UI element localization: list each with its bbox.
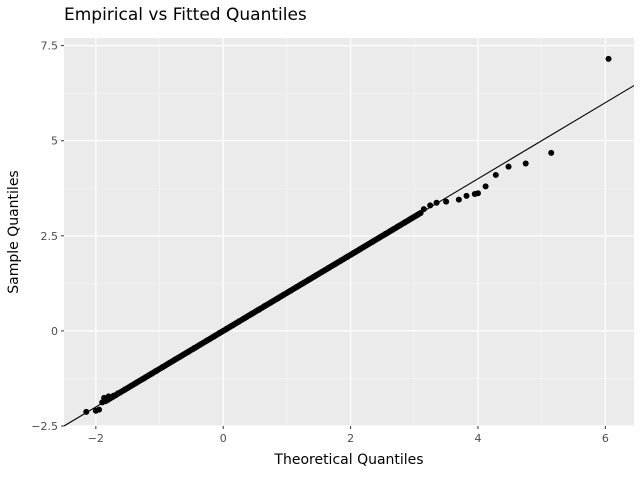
data-point — [548, 149, 555, 156]
y-tick-label: 5 — [51, 135, 58, 148]
major-gridlines — [64, 38, 634, 427]
x-axis-ticks: −2 0 2 4 6 — [88, 426, 609, 445]
x-tick-label: 2 — [347, 432, 354, 445]
x-tick-label: 0 — [220, 432, 227, 445]
y-tick-label: 7.5 — [41, 40, 59, 53]
data-point — [443, 198, 450, 205]
y-tick-label: 0 — [51, 325, 58, 338]
plot-panel — [64, 38, 634, 426]
y-axis-ticks: −2.5 0 2.5 5 7.5 — [31, 40, 64, 433]
x-tick-label: −2 — [88, 432, 104, 445]
x-tick-label: 4 — [474, 432, 481, 445]
data-point — [455, 196, 462, 203]
data-point — [433, 199, 440, 206]
data-points — [83, 55, 612, 415]
data-point — [492, 171, 499, 178]
data-point — [83, 408, 90, 415]
data-point — [96, 406, 103, 413]
data-point — [463, 192, 470, 199]
data-point — [605, 55, 612, 62]
data-point — [474, 190, 481, 197]
y-tick-label: 2.5 — [41, 230, 59, 243]
data-point — [427, 202, 434, 209]
data-point — [522, 160, 529, 167]
data-point — [482, 183, 489, 190]
y-tick-label: −2.5 — [31, 420, 58, 433]
chart-title: Empirical vs Fitted Quantiles — [64, 5, 307, 25]
data-point — [417, 209, 424, 216]
x-tick-label: 6 — [602, 432, 609, 445]
y-axis-label: Sample Quantiles — [6, 170, 22, 293]
x-axis-label: Theoretical Quantiles — [273, 452, 423, 468]
data-point — [505, 163, 512, 170]
minor-gridlines — [64, 38, 634, 426]
